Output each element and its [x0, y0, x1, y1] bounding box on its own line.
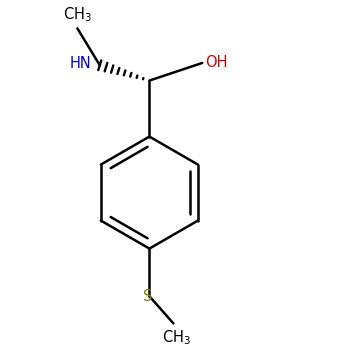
Text: CH$_3$: CH$_3$: [162, 328, 191, 347]
Text: CH$_3$: CH$_3$: [63, 5, 92, 23]
Text: OH: OH: [205, 55, 228, 70]
Text: HN: HN: [70, 56, 92, 71]
Text: S: S: [143, 289, 153, 304]
